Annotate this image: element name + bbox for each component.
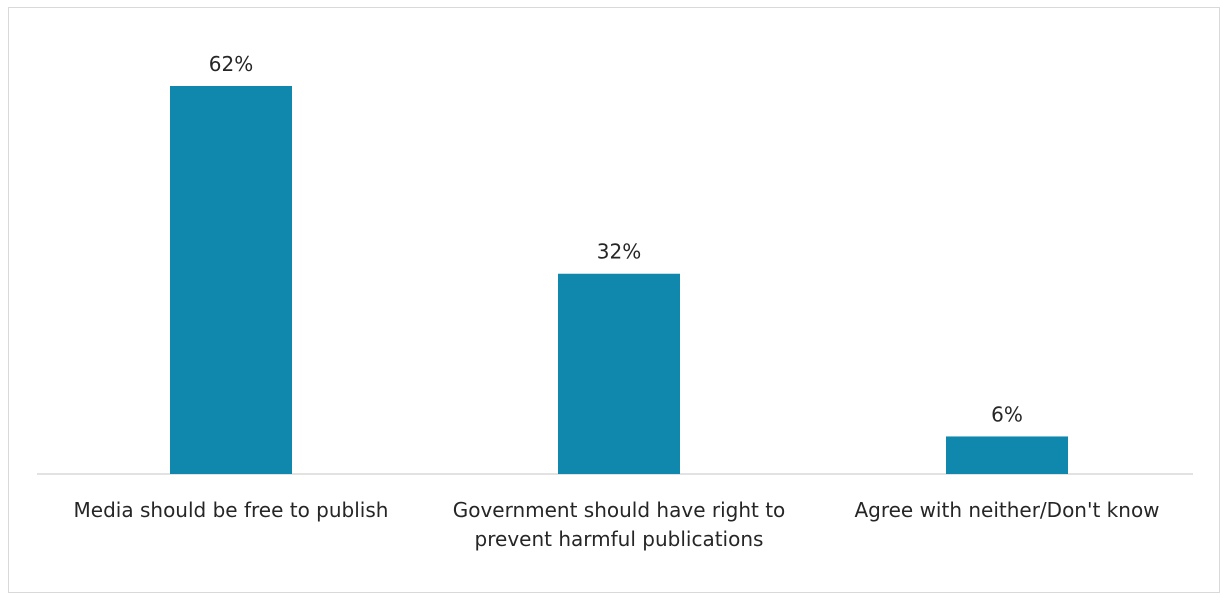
category-label-neither-dont-know: Agree with neither/Don't know — [854, 498, 1160, 522]
category-label-government-right: Government should have right to prevent … — [452, 498, 786, 551]
data-label-media-free: 62% — [209, 52, 253, 76]
category-label-media-free: Media should be free to publish — [73, 498, 389, 522]
data-label-neither-dont-know: 6% — [991, 402, 1023, 426]
data-label-government-right: 32% — [597, 240, 641, 264]
bar-neither-dont-know — [946, 436, 1068, 474]
bar-government-right — [558, 273, 680, 474]
bar-media-free — [170, 86, 292, 474]
